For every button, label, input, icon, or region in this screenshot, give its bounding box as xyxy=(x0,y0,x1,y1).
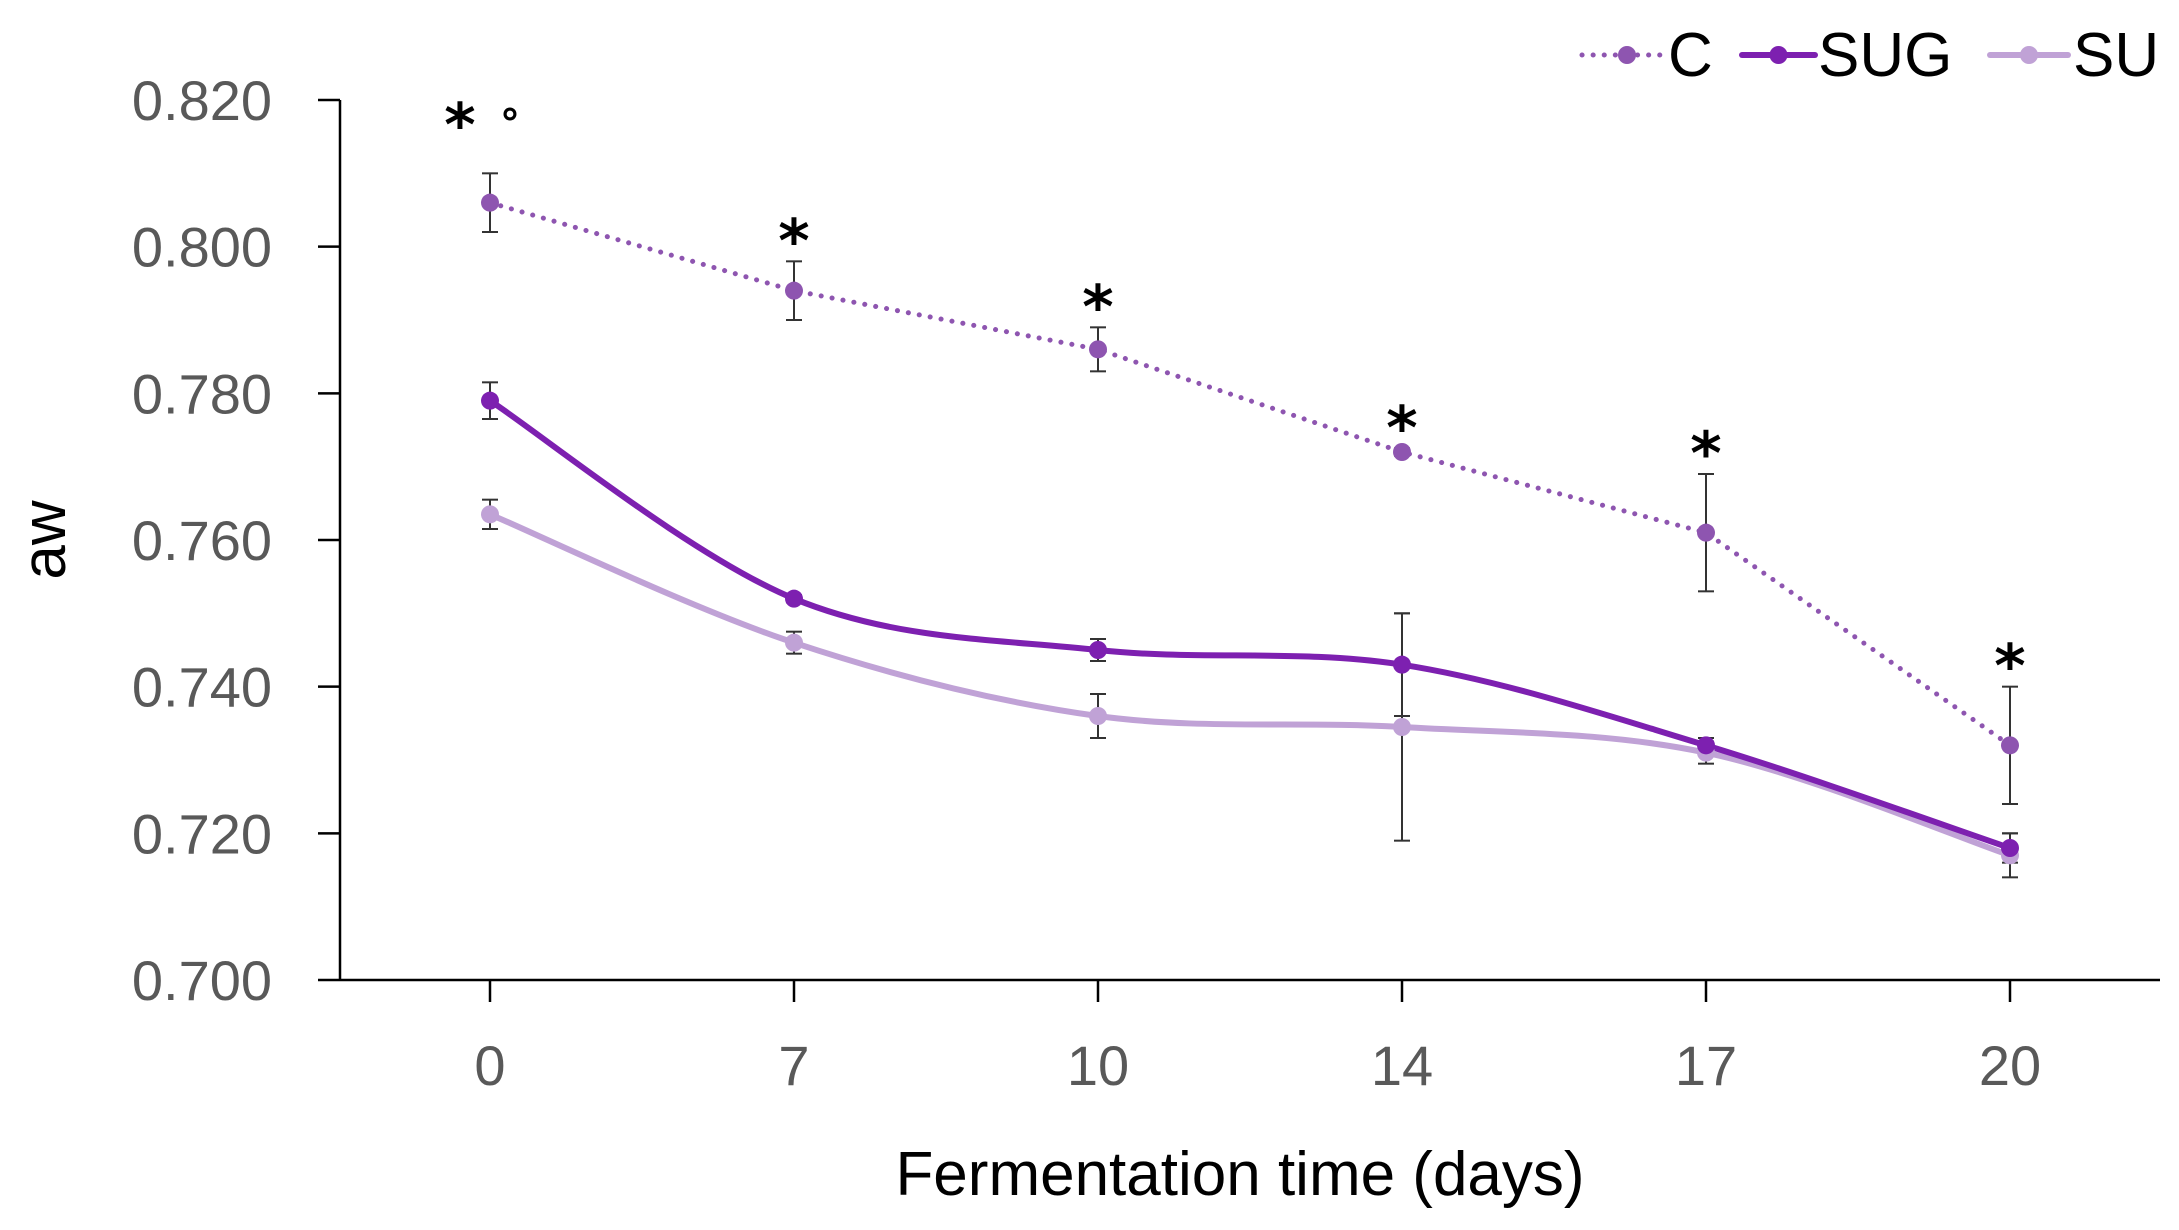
significance-circle: ° xyxy=(500,101,520,147)
legend-label: SUG xyxy=(1818,21,1952,90)
series-lines xyxy=(487,200,2013,859)
data-point-sug xyxy=(785,589,803,608)
data-point-sug xyxy=(2001,839,2019,857)
y-axis-title: aw xyxy=(10,500,79,579)
data-point-c xyxy=(481,193,499,212)
y-tick-label: 0.780 xyxy=(132,362,272,425)
y-tick-label: 0.700 xyxy=(132,949,272,1012)
axes: 0.700 0.720 0.740 0.760 0.780 0.800 0.820 0 7 10 1… xyxy=(132,69,2160,1097)
legend-swatch-marker xyxy=(1618,46,1636,64)
y-tick-label: 0.820 xyxy=(132,69,272,132)
significance-asterisk: * xyxy=(1082,272,1113,342)
legend-swatch-marker xyxy=(2020,46,2038,64)
data-point-sug xyxy=(1393,655,1411,674)
legend-item-su: SU xyxy=(1987,21,2159,90)
series-line-c xyxy=(487,200,2013,748)
legend-item-sug: SUG xyxy=(1739,21,1952,90)
series-line-sug xyxy=(487,397,2013,851)
data-point-su xyxy=(785,633,803,652)
y-tick-label: 0.760 xyxy=(132,509,272,572)
legend: C SUG SU xyxy=(1579,21,2159,90)
x-tick-label: 14 xyxy=(1371,1034,1433,1097)
x-tick-label: 0 xyxy=(474,1034,505,1097)
legend-label: SU xyxy=(2073,21,2159,90)
data-point-c xyxy=(1697,523,1715,542)
data-point-c xyxy=(2001,736,2019,755)
x-tick-label: 20 xyxy=(1979,1034,2041,1097)
data-point-sug xyxy=(481,391,499,410)
data-point-sug xyxy=(1089,641,1107,659)
x-tick-label: 17 xyxy=(1675,1034,1737,1097)
significance-asterisk: * xyxy=(1386,393,1417,463)
legend-label: C xyxy=(1668,21,1713,90)
legend-item-c: C xyxy=(1579,21,1713,90)
significance-asterisk: * xyxy=(444,90,475,160)
data-point-su xyxy=(1089,707,1107,725)
significance-annotations: * ° * * * * * xyxy=(444,90,2025,701)
y-tick-label: 0.720 xyxy=(132,802,272,865)
data-point-c xyxy=(1089,340,1107,359)
significance-asterisk: * xyxy=(778,206,809,276)
data-point-su xyxy=(1393,718,1411,736)
y-tick-label: 0.740 xyxy=(132,656,272,719)
data-point-c xyxy=(785,281,803,300)
legend-swatch-marker xyxy=(1769,46,1788,64)
data-point-su xyxy=(481,505,499,524)
data-point-sug xyxy=(1697,736,1715,755)
significance-asterisk: * xyxy=(1690,419,1721,489)
significance-asterisk: * xyxy=(1994,632,2025,702)
data-point-c xyxy=(1393,443,1411,461)
series-line-su xyxy=(487,511,2013,859)
x-axis-title: Fermentation time (days) xyxy=(895,1140,1584,1209)
x-tick-label: 7 xyxy=(778,1034,809,1097)
y-tick-label: 0.800 xyxy=(132,216,272,279)
data-points xyxy=(481,193,2019,865)
x-tick-label: 10 xyxy=(1067,1034,1129,1097)
